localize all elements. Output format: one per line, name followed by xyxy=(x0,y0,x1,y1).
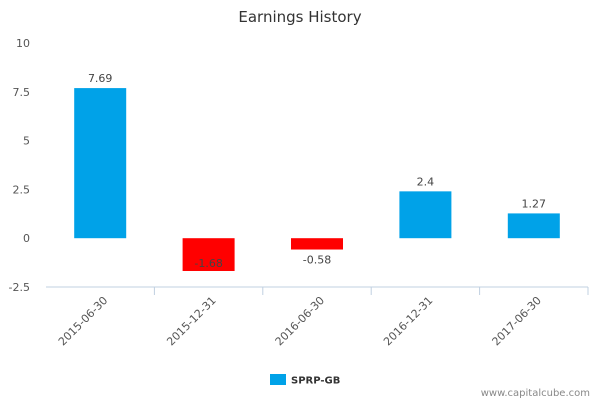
bars-group xyxy=(74,88,560,271)
y-tick-label: 10 xyxy=(16,37,30,50)
data-label-2016-12-31: 2.4 xyxy=(417,175,435,188)
bar-2016-06-30[interactable] xyxy=(291,238,343,250)
x-tick-label-2016-06-30: 2016-06-30 xyxy=(273,294,327,348)
y-tick-label: -2.5 xyxy=(9,281,30,294)
bar-2015-06-30[interactable] xyxy=(74,88,127,239)
x-tick-label-2017-06-30: 2017-06-30 xyxy=(490,294,544,348)
legend-label-sprp-gb[interactable]: SPRP-GB xyxy=(291,376,340,387)
y-tick-label: 2.5 xyxy=(13,183,31,196)
x-tick-label-2015-06-30: 2015-06-30 xyxy=(56,294,110,348)
x-tick-label-2015-12-31: 2015-12-31 xyxy=(164,294,218,348)
x-axis: 2015-06-30 2015-12-31 2016-06-30 2016-12-31… xyxy=(56,287,589,348)
legend[interactable]: SPRP-GB xyxy=(270,374,340,387)
data-label-2015-12-31: -1.68 xyxy=(194,257,222,270)
y-tick-label: 5 xyxy=(23,135,30,148)
y-axis: 10 7.5 5 2.5 0 -2.5 xyxy=(9,37,30,294)
y-tick-label: 7.5 xyxy=(13,86,31,99)
y-tick-label: 0 xyxy=(23,232,30,245)
legend-swatch-sprp-gb[interactable] xyxy=(270,374,286,385)
data-label-2016-06-30: -0.58 xyxy=(303,254,331,267)
x-tick-label-2016-12-31: 2016-12-31 xyxy=(381,294,435,348)
credit-text: www.capitalcube.com xyxy=(481,388,590,399)
chart-title: Earnings History xyxy=(238,8,361,26)
data-label-2017-06-30: 1.27 xyxy=(522,197,547,210)
bar-2015-12-31[interactable] xyxy=(182,238,235,271)
data-labels-group: 7.69 -1.68 -0.58 2.4 1.27 xyxy=(88,72,546,270)
bar-2016-12-31[interactable] xyxy=(399,191,452,239)
data-label-2015-06-30: 7.69 xyxy=(88,72,113,85)
bar-2017-06-30[interactable] xyxy=(507,213,560,239)
